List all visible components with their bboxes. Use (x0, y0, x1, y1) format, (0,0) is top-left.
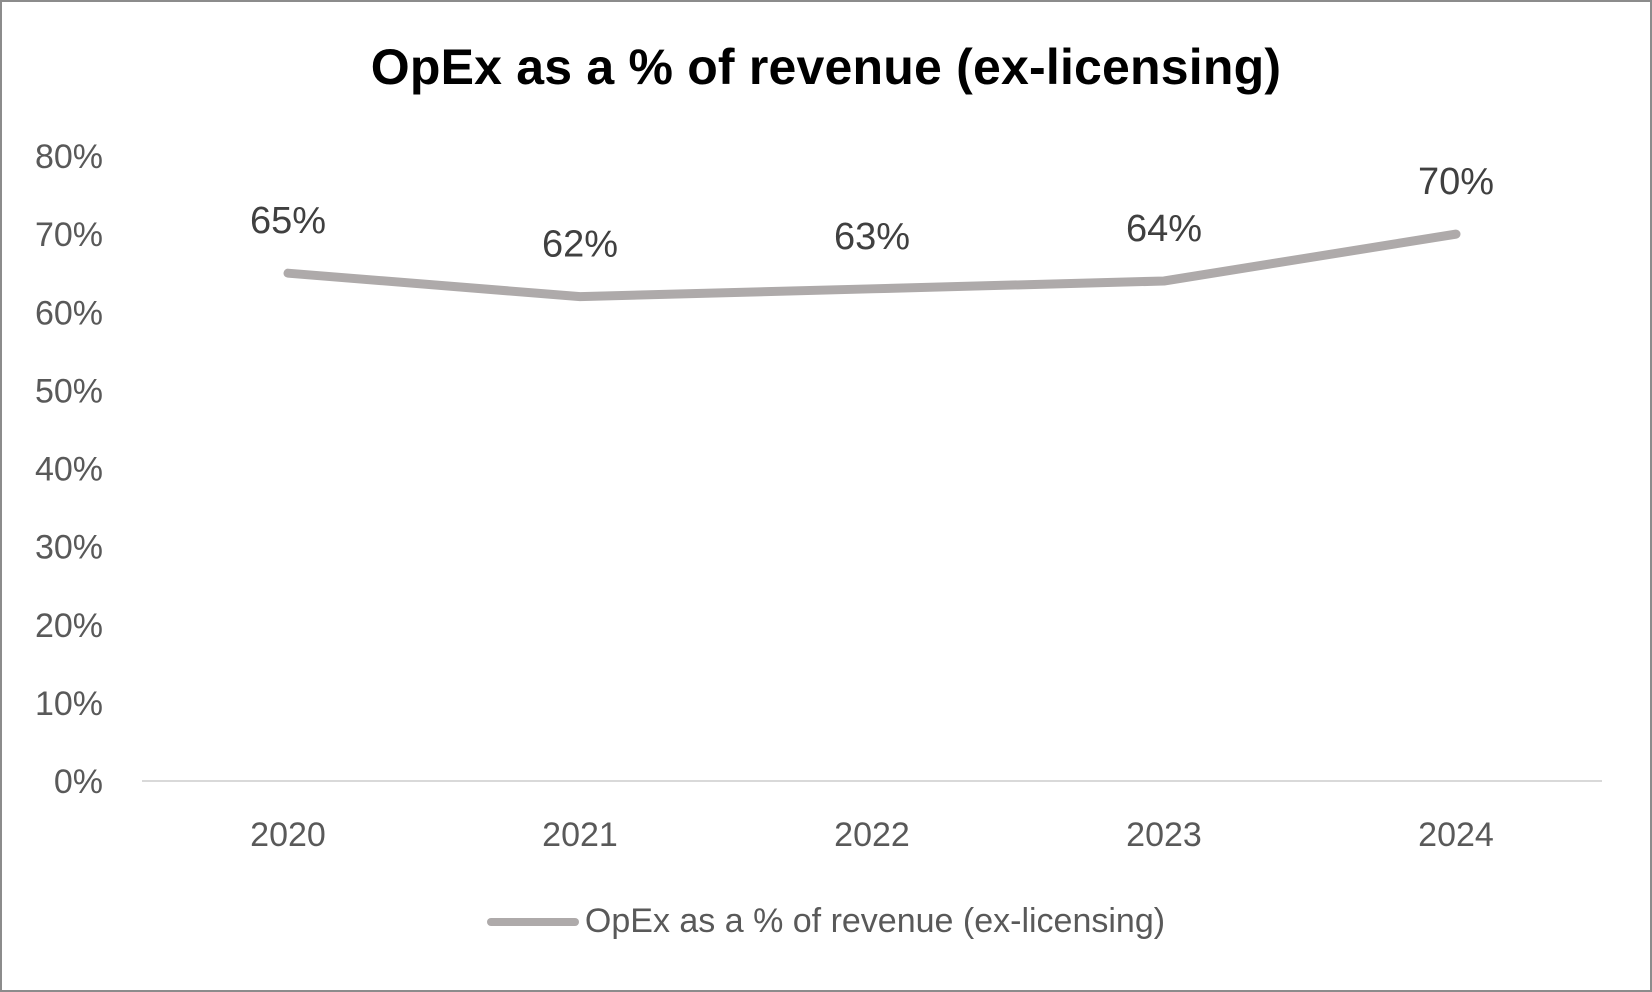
data-labels: 65% 62% 63% 64% 70% (250, 161, 1494, 266)
data-label: 64% (1126, 208, 1202, 250)
data-label: 63% (834, 216, 910, 258)
data-label: 70% (1418, 161, 1494, 203)
legend-swatch (486, 917, 579, 926)
y-tick-label: 40% (35, 451, 103, 489)
chart-title: OpEx as a % of revenue (ex-licensing) (370, 39, 1282, 95)
x-tick-label: 2023 (1126, 816, 1202, 854)
y-tick-label: 60% (35, 294, 103, 332)
x-tick-label: 2024 (1418, 816, 1494, 854)
y-tick-label: 30% (35, 529, 103, 567)
data-label: 62% (542, 224, 618, 266)
y-tick-label: 80% (35, 138, 103, 176)
y-tick-label: 50% (35, 372, 103, 410)
y-tick-label: 20% (35, 607, 103, 645)
y-tick-label: 0% (54, 763, 103, 801)
legend: OpEx as a % of revenue (ex-licensing) (2, 902, 1650, 941)
x-axis: 2020 2021 2022 2023 2024 (142, 780, 1602, 854)
y-tick-label: 70% (35, 216, 103, 254)
y-axis: 0% 10% 20% 30% 40% 50% 60% 70% 80% (35, 138, 103, 801)
y-tick-label: 10% (35, 685, 103, 723)
series-layer (283, 229, 1461, 302)
legend-label: OpEx as a % of revenue (ex-licensing) (584, 902, 1166, 940)
x-tick-label: 2021 (542, 816, 618, 854)
x-tick-label: 2022 (834, 816, 910, 854)
x-tick-label: 2020 (250, 816, 326, 854)
data-label: 65% (250, 200, 326, 242)
